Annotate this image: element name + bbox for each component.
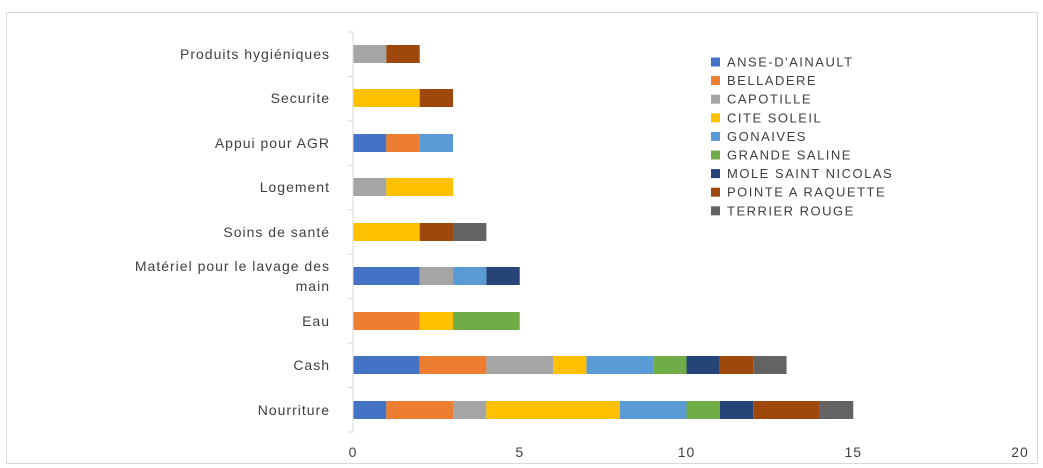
bar-segment <box>353 45 387 63</box>
legend-label: TERRIER ROUGE <box>727 203 855 218</box>
x-tick-label: 20 <box>1011 444 1029 460</box>
bar-segment <box>353 89 420 107</box>
bar-segment <box>719 356 754 374</box>
legend-swatch <box>711 113 720 123</box>
legend: ANSE-D'AINAULT BELLADERE CAPOTILLE CITE SOL… <box>711 55 893 218</box>
legend-swatch <box>711 187 720 197</box>
x-tick-labels: 0 5 10 15 20 <box>349 444 1029 460</box>
bar-segment <box>653 356 687 374</box>
bar-segment <box>419 89 454 107</box>
category-label: Matériel pour le lavage des main <box>135 258 330 294</box>
bar-segment <box>586 356 654 374</box>
bar-segment <box>353 134 387 152</box>
legend-label: MOLE SAINT NICOLAS <box>727 166 893 181</box>
bars-layer <box>353 45 854 419</box>
bar-segment <box>686 401 720 419</box>
legend-swatch <box>711 169 720 179</box>
category-label: Appui pour AGR <box>215 135 330 151</box>
bar-segment <box>419 223 454 241</box>
bar-segment <box>686 356 720 374</box>
legend-label: CAPOTILLE <box>727 92 812 107</box>
bar-segment <box>619 401 687 419</box>
category-label: Eau <box>302 313 330 329</box>
category-label: Nourriture <box>258 402 330 418</box>
bar-segment <box>419 134 454 152</box>
bar-segment <box>419 356 487 374</box>
x-tick-label: 10 <box>678 444 696 460</box>
bar-segment <box>453 223 487 241</box>
legend-swatch <box>711 131 720 141</box>
x-tick-label: 5 <box>515 444 524 460</box>
legend-label: BELLADERE <box>727 73 817 88</box>
legend-label: ANSE-D'AINAULT <box>727 55 854 70</box>
bar-segment <box>486 267 520 285</box>
category-label: Cash <box>293 357 330 373</box>
bar-segment <box>753 401 820 419</box>
bar-segment <box>753 356 787 374</box>
bar-segment <box>386 178 454 196</box>
bar-segment <box>386 134 420 152</box>
bar-segment <box>553 356 587 374</box>
category-label: Securite <box>271 90 330 106</box>
bar-segment <box>353 178 387 196</box>
bar-segment <box>386 45 420 63</box>
bar-segment <box>353 356 420 374</box>
bar-segment <box>453 267 487 285</box>
bar-segment <box>386 401 454 419</box>
bar-segment <box>353 267 420 285</box>
chart-frame <box>6 12 1038 464</box>
category-label: Logement <box>260 179 330 195</box>
x-tick-label: 0 <box>349 444 358 460</box>
category-labels: Nourriture Cash Eau Matériel pour le lavage… <box>135 46 330 418</box>
category-label: Produits hygiéniques <box>180 46 330 62</box>
bar-segment <box>719 401 754 419</box>
category-label: Soins de santé <box>223 224 330 240</box>
bar-segment <box>419 312 454 330</box>
legend-swatch <box>711 94 720 104</box>
bar-segment <box>353 223 420 241</box>
bar-segment <box>486 401 620 419</box>
bar-segment <box>819 401 854 419</box>
legend-label: GONAIVES <box>727 129 807 144</box>
legend-swatch <box>711 57 720 67</box>
bar-segment <box>486 356 554 374</box>
bar-segment <box>453 401 487 419</box>
bar-segment <box>453 312 520 330</box>
bar-segment <box>353 401 387 419</box>
bar-segment <box>419 267 454 285</box>
legend-label: CITE SOLEIL <box>727 110 822 125</box>
legend-swatch <box>711 150 720 160</box>
x-tick-label: 15 <box>844 444 862 460</box>
legend-swatch <box>711 206 720 216</box>
legend-swatch <box>711 76 720 86</box>
axis-layer <box>348 31 354 433</box>
bar-segment <box>353 312 420 330</box>
legend-label: GRANDE SALINE <box>727 148 852 163</box>
legend-label: POINTE A RAQUETTE <box>727 185 886 200</box>
